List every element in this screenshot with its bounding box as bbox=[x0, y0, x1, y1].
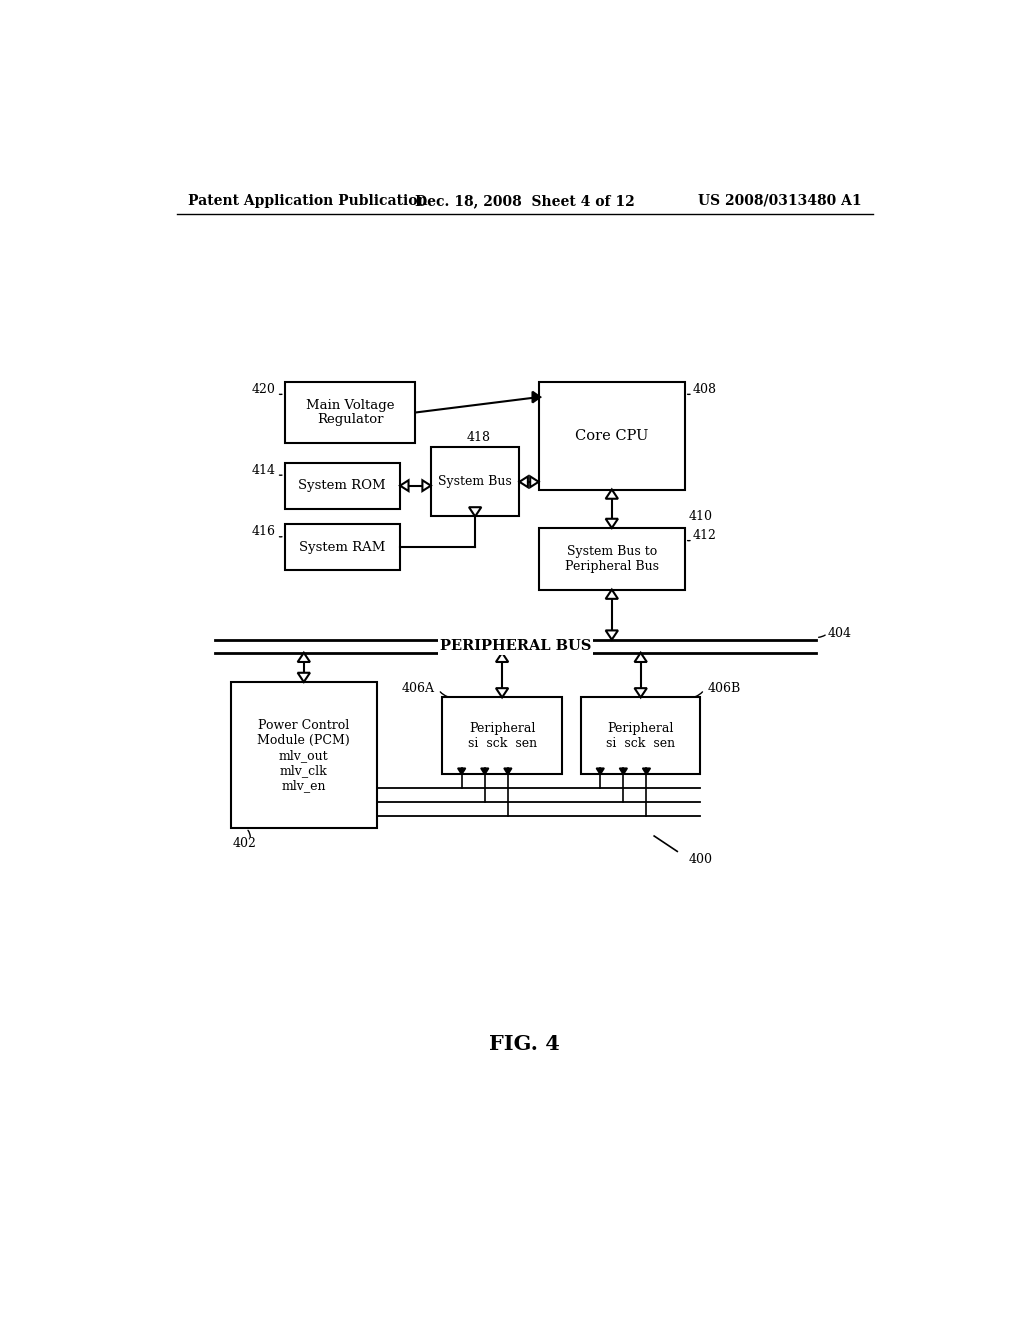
Text: 410: 410 bbox=[689, 510, 713, 523]
Text: 402: 402 bbox=[232, 837, 256, 850]
Text: Dec. 18, 2008  Sheet 4 of 12: Dec. 18, 2008 Sheet 4 of 12 bbox=[415, 194, 635, 207]
Text: 406B: 406B bbox=[708, 681, 741, 694]
Bar bbox=[539, 528, 685, 590]
Polygon shape bbox=[605, 631, 617, 640]
Polygon shape bbox=[504, 768, 512, 775]
Text: 414: 414 bbox=[251, 463, 275, 477]
Polygon shape bbox=[605, 519, 617, 528]
Polygon shape bbox=[400, 480, 409, 491]
Polygon shape bbox=[298, 673, 310, 682]
Text: Peripheral
si  sck  sen: Peripheral si sck sen bbox=[468, 722, 537, 750]
Polygon shape bbox=[422, 480, 431, 491]
Polygon shape bbox=[596, 768, 604, 775]
Text: Peripheral
si  sck  sen: Peripheral si sck sen bbox=[606, 722, 675, 750]
Text: 408: 408 bbox=[692, 383, 717, 396]
Bar bbox=[442, 697, 562, 775]
Text: Main Voltage
Regulator: Main Voltage Regulator bbox=[306, 399, 394, 426]
Polygon shape bbox=[519, 477, 528, 487]
Text: 416: 416 bbox=[251, 525, 275, 539]
Polygon shape bbox=[635, 688, 647, 697]
Polygon shape bbox=[458, 768, 466, 775]
Text: 406A: 406A bbox=[401, 681, 435, 694]
Text: Power Control
Module (PCM)
mlv_out
mlv_clk
mlv_en: Power Control Module (PCM) mlv_out mlv_c… bbox=[257, 718, 350, 792]
Polygon shape bbox=[620, 768, 628, 775]
Text: PERIPHERAL BUS: PERIPHERAL BUS bbox=[440, 639, 591, 653]
Polygon shape bbox=[605, 590, 617, 599]
Text: System RAM: System RAM bbox=[299, 541, 385, 554]
Polygon shape bbox=[298, 653, 310, 663]
Text: 412: 412 bbox=[692, 529, 717, 543]
Bar bbox=[539, 381, 685, 490]
Text: PERIPHERAL BUS: PERIPHERAL BUS bbox=[440, 639, 591, 653]
Polygon shape bbox=[605, 490, 617, 499]
Text: Patent Application Publication: Patent Application Publication bbox=[188, 194, 428, 207]
Text: System Bus: System Bus bbox=[438, 475, 512, 488]
Text: 400: 400 bbox=[688, 853, 713, 866]
Bar bbox=[285, 524, 400, 570]
Text: 418: 418 bbox=[467, 432, 490, 445]
Text: System Bus to
Peripheral Bus: System Bus to Peripheral Bus bbox=[565, 545, 658, 573]
Polygon shape bbox=[496, 688, 508, 697]
Text: System ROM: System ROM bbox=[299, 479, 386, 492]
Bar bbox=[581, 697, 700, 775]
Text: FIG. 4: FIG. 4 bbox=[489, 1034, 560, 1053]
Polygon shape bbox=[530, 477, 539, 487]
Bar bbox=[431, 447, 519, 516]
Bar bbox=[285, 381, 416, 444]
Polygon shape bbox=[469, 507, 481, 516]
Bar bbox=[230, 682, 377, 829]
Text: Core CPU: Core CPU bbox=[575, 429, 648, 442]
Polygon shape bbox=[635, 653, 647, 663]
Polygon shape bbox=[481, 768, 488, 775]
Polygon shape bbox=[532, 392, 541, 403]
Text: 420: 420 bbox=[252, 383, 275, 396]
Text: 404: 404 bbox=[827, 627, 851, 640]
Bar bbox=[285, 462, 400, 508]
Polygon shape bbox=[496, 653, 508, 663]
Polygon shape bbox=[643, 768, 650, 775]
Text: US 2008/0313480 A1: US 2008/0313480 A1 bbox=[698, 194, 862, 207]
